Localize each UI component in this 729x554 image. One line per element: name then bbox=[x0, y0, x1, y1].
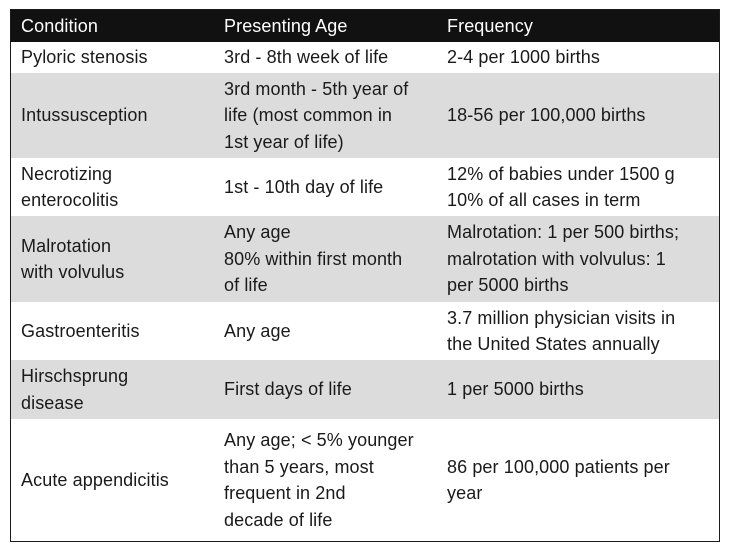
table-row: Hirschsprung disease First days of life … bbox=[11, 360, 719, 419]
cell-text: 2-4 per 1000 births bbox=[447, 47, 600, 68]
cell-text: life (most common in bbox=[224, 105, 393, 126]
cell-presenting-age: 3rd month - 5th year of life (most commo… bbox=[214, 73, 437, 158]
cell-text: 3rd - 8th week of life bbox=[224, 47, 389, 68]
cell-frequency: 86 per 100,000 patients per year bbox=[437, 419, 719, 541]
cell-text: enterocolitis bbox=[21, 190, 119, 210]
cell-text: Malrotation bbox=[21, 235, 112, 256]
cell-text: frequent in 2nd bbox=[224, 483, 346, 503]
header-condition: Condition bbox=[11, 10, 214, 42]
cell-frequency: 3.7 million physician visits in the Unit… bbox=[437, 302, 719, 360]
cell-text: Intussusception bbox=[21, 105, 148, 126]
cell-condition: Intussusception bbox=[11, 73, 214, 158]
cell-text: 3.7 million physician visits in bbox=[447, 307, 676, 328]
cell-text: decade of life bbox=[224, 509, 333, 530]
cell-text: Any age bbox=[224, 320, 291, 341]
cell-text: 12% of babies under 1500 g bbox=[447, 163, 675, 184]
table-row: Pyloric stenosis 3rd - 8th week of life … bbox=[11, 42, 719, 73]
cell-text: malrotation with volvulus: 1 bbox=[447, 248, 666, 269]
header-frequency: Frequency bbox=[437, 10, 719, 42]
cell-condition: Necrotizing enterocolitis bbox=[11, 158, 214, 216]
table-row: Acute appendicitis Any age; < 5% younger… bbox=[11, 419, 719, 541]
cell-presenting-age: Any age; < 5% younger than 5 years, most… bbox=[214, 419, 437, 541]
cell-text: 3rd month - 5th year of bbox=[224, 78, 409, 99]
cell-text: per 5000 births bbox=[447, 275, 569, 296]
cell-text: year bbox=[447, 483, 483, 503]
cell-condition: Malrotation with volvulus bbox=[11, 216, 214, 302]
table-row: Intussusception 3rd month - 5th year of … bbox=[11, 73, 719, 158]
cell-condition: Acute appendicitis bbox=[11, 419, 214, 541]
cell-text: with volvulus bbox=[21, 262, 125, 282]
cell-presenting-age: 3rd - 8th week of life bbox=[214, 42, 437, 73]
conditions-table-grid: Condition Presenting Age Frequency Pylor… bbox=[11, 10, 719, 541]
cell-presenting-age: Any age 80% within first month of life bbox=[214, 216, 437, 302]
cell-text: Hirschsprung bbox=[21, 366, 129, 386]
table-row: Malrotation with volvulus Any age 80% wi… bbox=[11, 216, 719, 302]
cell-text: Any age bbox=[224, 222, 291, 243]
cell-frequency: 1 per 5000 births bbox=[437, 360, 719, 419]
cell-frequency: 18-56 per 100,000 births bbox=[437, 73, 719, 158]
cell-frequency: Malrotation: 1 per 500 births; malrotati… bbox=[437, 216, 719, 302]
cell-condition: Hirschsprung disease bbox=[11, 360, 214, 419]
cell-text: First days of life bbox=[224, 379, 352, 400]
cell-text: of life bbox=[224, 275, 268, 296]
cell-text: 18-56 per 100,000 births bbox=[447, 105, 646, 126]
conditions-table: Condition Presenting Age Frequency Pylor… bbox=[10, 9, 720, 542]
cell-condition: Gastroenteritis bbox=[11, 302, 214, 360]
cell-presenting-age: Any age bbox=[214, 302, 437, 360]
cell-text: Necrotizing bbox=[21, 163, 113, 184]
cell-text: 10% of all cases in term bbox=[447, 190, 641, 210]
table-row: Necrotizing enterocolitis 1st - 10th day… bbox=[11, 158, 719, 216]
cell-presenting-age: First days of life bbox=[214, 360, 437, 419]
cell-text: Gastroenteritis bbox=[21, 320, 140, 341]
cell-text: Pyloric stenosis bbox=[21, 47, 148, 68]
cell-text: 86 per 100,000 patients per bbox=[447, 456, 670, 477]
cell-text: 80% within first month bbox=[224, 248, 403, 269]
cell-frequency: 12% of babies under 1500 g 10% of all ca… bbox=[437, 158, 719, 216]
header-presenting-age: Presenting Age bbox=[214, 10, 437, 42]
cell-condition: Pyloric stenosis bbox=[11, 42, 214, 73]
cell-text: 1st - 10th day of life bbox=[224, 176, 384, 197]
cell-text: disease bbox=[21, 392, 84, 413]
cell-text: than 5 years, most bbox=[224, 456, 374, 477]
cell-text: 1 per 5000 births bbox=[447, 379, 584, 400]
cell-text: Malrotation: 1 per 500 births; bbox=[447, 222, 680, 243]
cell-text: Acute appendicitis bbox=[21, 469, 169, 490]
cell-presenting-age: 1st - 10th day of life bbox=[214, 158, 437, 216]
cell-text: the United States annually bbox=[447, 334, 660, 354]
cell-text: 1st year of life) bbox=[224, 131, 344, 152]
cell-frequency: 2-4 per 1000 births bbox=[437, 42, 719, 73]
table-row: Gastroenteritis Any age 3.7 million phys… bbox=[11, 302, 719, 360]
cell-text: Any age; < 5% younger bbox=[224, 430, 414, 450]
table-header-row: Condition Presenting Age Frequency bbox=[11, 10, 719, 42]
